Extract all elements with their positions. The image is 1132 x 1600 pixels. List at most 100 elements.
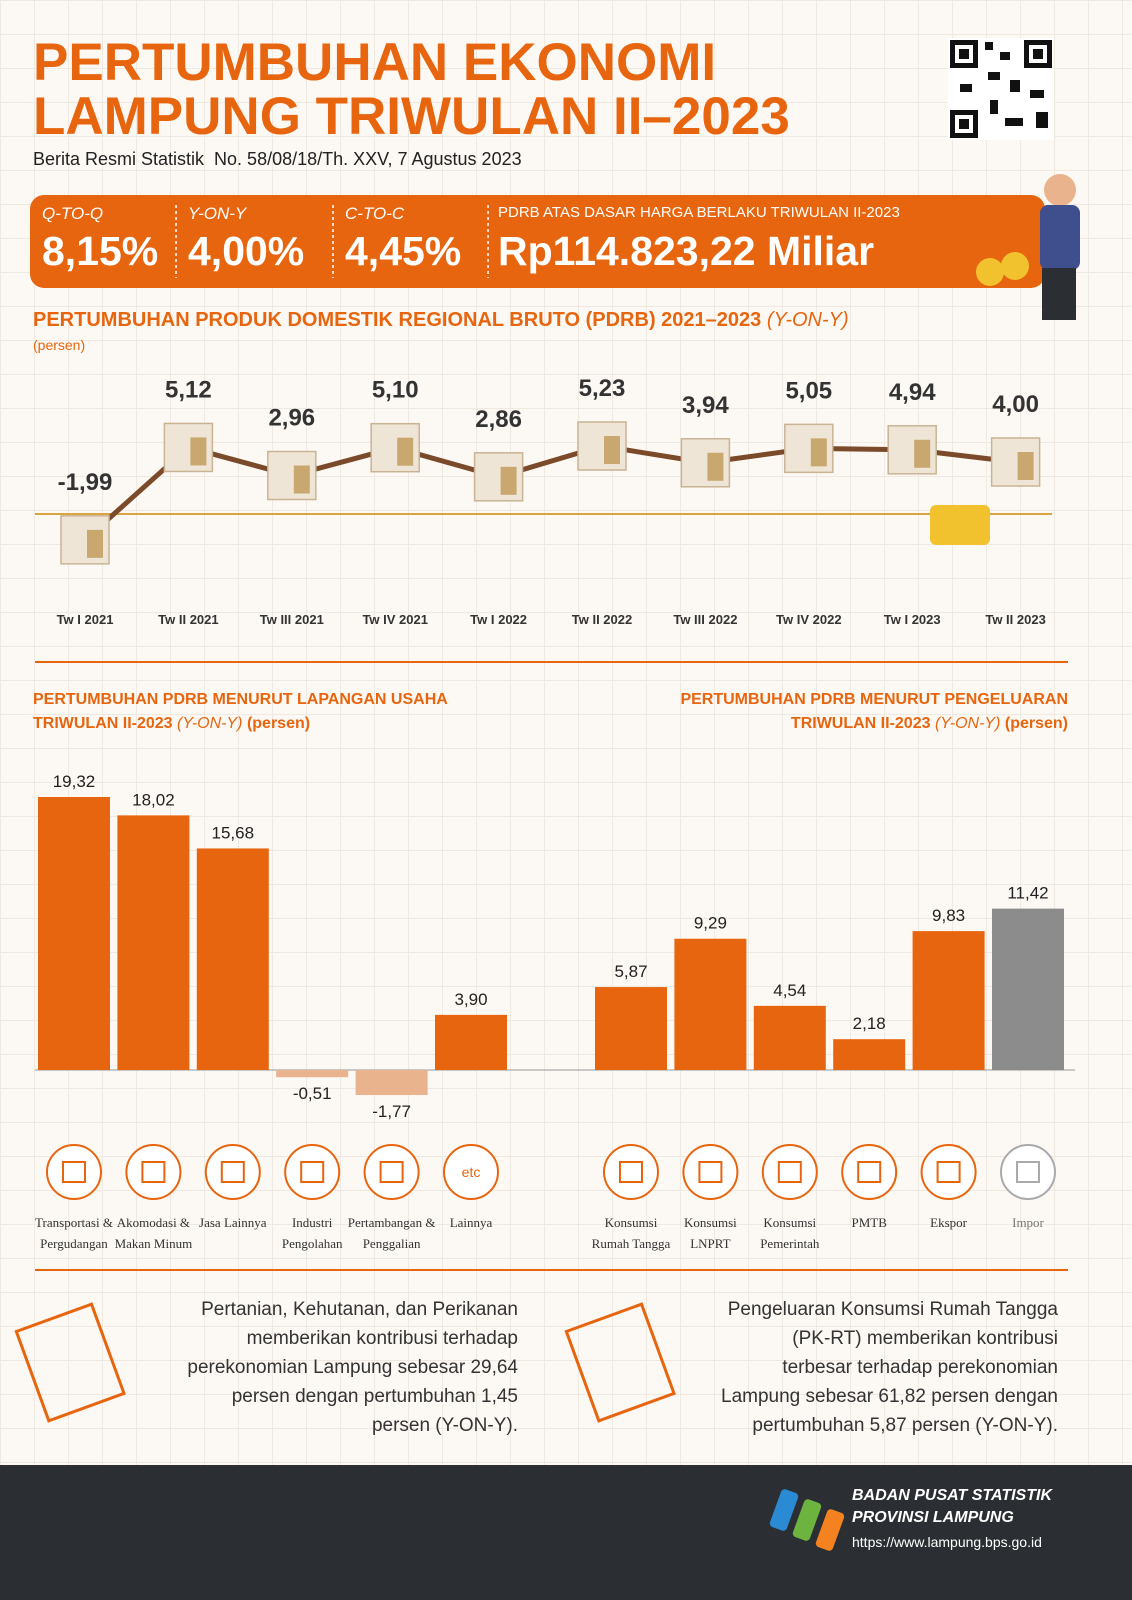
box-label xyxy=(500,466,517,495)
chart-title-note: (Y-ON-Y) xyxy=(177,715,243,732)
category-label: Lainnya xyxy=(449,1215,493,1230)
x-tick-label: Tw I 2023 xyxy=(884,612,941,627)
note: Pertanian, Kehutanan, dan Perikanan membe… xyxy=(48,1295,518,1440)
category-label: Ekspor xyxy=(930,1215,968,1230)
box-label xyxy=(707,452,724,481)
chart-unit: (persen) xyxy=(246,715,311,732)
box-label xyxy=(1017,452,1034,480)
highlight-value: 8,15% xyxy=(42,228,159,274)
forklift xyxy=(930,505,990,545)
url: https://www.lampung.bps.go.id xyxy=(852,1534,1042,1550)
icon-glyph xyxy=(777,1161,802,1183)
highlight-value: Rp114.823,22 Miliar xyxy=(498,228,875,274)
note-line: perekonomian Lampung sebesar 29,64 xyxy=(187,1357,518,1378)
category-icon xyxy=(125,1144,182,1200)
bar xyxy=(833,1039,906,1070)
highlight-value: 4,45% xyxy=(345,228,462,274)
category-label: Konsumsi LNPRT xyxy=(684,1215,737,1251)
chart-title: PERTUMBUHAN PRODUK DOMESTIK REGIONAL BRU… xyxy=(33,309,849,332)
category-icon xyxy=(1000,1144,1056,1200)
note-line: pertumbuhan 5,87 persen (Y-ON-Y). xyxy=(752,1415,1058,1436)
value-label: 19,32 xyxy=(53,772,96,791)
category-icon xyxy=(920,1144,977,1200)
bar xyxy=(595,987,667,1070)
note-line: Lampung sebesar 61,82 persen dengan xyxy=(721,1386,1058,1407)
x-tick-label: Tw III 2021 xyxy=(260,612,324,627)
x-tick-label: Tw II 2021 xyxy=(158,612,218,627)
bar xyxy=(435,1014,507,1070)
category-icon xyxy=(443,1144,499,1200)
highlight-label: Y-ON-Y xyxy=(188,204,247,223)
value-label: -1,77 xyxy=(372,1102,411,1121)
icon-glyph xyxy=(698,1161,723,1183)
category-label: Konsumsi Pemerintah xyxy=(760,1215,820,1251)
icon-glyph xyxy=(62,1161,86,1183)
footer-band xyxy=(0,1465,1132,1600)
title-line: LAMPUNG TRIWULAN II–2023 xyxy=(33,87,790,146)
icon-glyph xyxy=(619,1161,643,1183)
category-icon xyxy=(682,1144,739,1200)
chart-title-text: PERTUMBUHAN PRODUK DOMESTIK REGIONAL BRU… xyxy=(33,309,762,331)
note-line: Pengeluaran Konsumsi Rumah Tangga xyxy=(727,1299,1058,1320)
box-label xyxy=(190,437,207,466)
separators xyxy=(175,205,489,278)
box-label xyxy=(87,529,103,558)
chart-title-note: (Y-ON-Y) xyxy=(766,309,849,331)
x-tick-label: Tw III 2022 xyxy=(673,612,737,627)
bar xyxy=(276,1070,349,1078)
chart-unit: (persen) xyxy=(33,337,86,353)
category-icon xyxy=(841,1144,898,1200)
category-icon xyxy=(204,1144,261,1200)
trend-line xyxy=(83,443,1016,542)
value-label: 5,12 xyxy=(165,376,212,403)
chart-title-note: (Y-ON-Y) xyxy=(934,715,1001,732)
bar xyxy=(753,1005,826,1070)
category-label: Konsumsi Rumah Tangga xyxy=(591,1215,671,1251)
value-label: 4,94 xyxy=(889,379,936,406)
category-icon xyxy=(363,1144,420,1200)
highlight-label: Q-TO-Q xyxy=(42,204,104,223)
value-label: 18,02 xyxy=(132,790,175,809)
note-line: memberikan kontribusi terhadap xyxy=(246,1328,518,1349)
icon-text: etc xyxy=(462,1164,481,1180)
value-label: 9,29 xyxy=(694,914,727,933)
bps-logo xyxy=(769,1489,845,1551)
bar xyxy=(117,815,190,1070)
bar xyxy=(355,1070,428,1096)
chart-title-text: TRIWULAN II-2023 xyxy=(33,715,173,732)
icon-glyph xyxy=(141,1161,166,1183)
value-label: -1,99 xyxy=(58,469,113,496)
note: Pengeluaran Konsumsi Rumah Tangga (PK-RT)… xyxy=(588,1295,1058,1440)
chart-title-text: PERTUMBUHAN PDRB MENURUT PENGELUARAN xyxy=(680,691,1068,708)
category-icon xyxy=(46,1144,102,1200)
value-label: 2,18 xyxy=(853,1014,886,1033)
category-icon xyxy=(284,1144,341,1200)
value-label: 11,42 xyxy=(1007,884,1048,903)
box-label xyxy=(293,465,310,494)
category-label: PMTB xyxy=(851,1215,887,1230)
icon-glyph xyxy=(379,1161,404,1183)
chart-title-text: TRIWULAN II-2023 xyxy=(790,715,931,732)
category-label: Pertambangan & Penggalian xyxy=(347,1215,436,1251)
x-tick-label: Tw I 2021 xyxy=(57,612,114,627)
qr-code xyxy=(948,38,1054,140)
bar xyxy=(38,797,110,1070)
highlight-label: PDRB ATAS DASAR HARGA BERLAKU TRIWULAN I… xyxy=(498,204,900,221)
box-label xyxy=(604,436,620,465)
x-tick-label: Tw I 2022 xyxy=(470,612,527,627)
clipboard-icon xyxy=(14,1302,676,1423)
icon-glyph xyxy=(857,1161,882,1183)
value-label: 15,68 xyxy=(212,823,255,842)
box-label xyxy=(810,438,827,467)
highlight-value: 4,00% xyxy=(188,228,305,274)
x-tick-label: Tw IV 2022 xyxy=(776,612,842,627)
bar xyxy=(912,931,985,1070)
value-label: 3,90 xyxy=(454,990,487,1009)
subtitle: Berita Resmi Statistik No. 58/08/18/Th. … xyxy=(33,149,522,169)
category-icon xyxy=(761,1144,818,1200)
title: PERTUMBUHAN EKONOMI LAMPUNG TRIWULAN II–… xyxy=(33,36,790,144)
note-line: (PK-RT) memberikan kontribusi xyxy=(792,1328,1058,1349)
box-label xyxy=(914,439,931,468)
value-label: 5,23 xyxy=(579,375,626,402)
